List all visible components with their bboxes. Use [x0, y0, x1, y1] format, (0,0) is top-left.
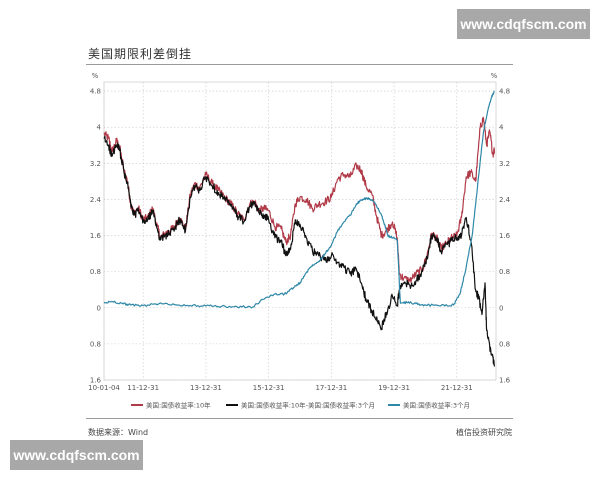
- left-tick-label: 3.2: [90, 160, 101, 168]
- watermark-bottom: www.cdqfscm.com: [10, 440, 143, 470]
- organization-note: 植信投资研究院: [456, 428, 512, 437]
- x-axis-ticks: 10-01-04 11-12-31 13-12-31 15-12-31 17-12-31…: [88, 384, 473, 392]
- series-lines: [103, 90, 495, 367]
- x-tick-label: 15-12-31: [253, 384, 285, 392]
- legend-label: 美国:国债收益率:3个月: [403, 401, 470, 410]
- left-tick-label: 4: [97, 124, 102, 132]
- right-axis-ticks: 4.8 4 3.2 2.4 1.6 0.8 0 0.8 1.6: [499, 88, 511, 385]
- right-tick-label: 1.6: [499, 232, 511, 240]
- watermark-top: www.cdqfscm.com: [457, 9, 590, 39]
- left-axis-ticks: 4.8 4 3.2 2.4 1.6 0.8 0 0.8 1.6: [90, 88, 102, 385]
- plot-area: [103, 81, 497, 381]
- x-tick-label: 19-12-31: [378, 384, 410, 392]
- right-tick-label: 3.2: [499, 160, 510, 168]
- x-tick-label: 17-12-31: [315, 384, 347, 392]
- footer-rule: [86, 418, 513, 419]
- right-tick-label: 0.8: [499, 340, 510, 348]
- right-tick-label: 1.6: [499, 377, 511, 385]
- series-line: [103, 135, 495, 367]
- x-tick-label: 21-12-31: [441, 384, 473, 392]
- series-line: [103, 90, 495, 309]
- legend: 美国:国债收益率:10年 美国:国债收益率:10年-美国:国债收益率:3个月 美国:…: [131, 401, 470, 410]
- x-tick-label: 11-12-31: [127, 384, 159, 392]
- x-tick-label: 10-01-04: [88, 384, 120, 392]
- right-tick-label: 4.8: [499, 88, 510, 96]
- right-tick-label: 2.4: [499, 196, 511, 204]
- chart-title: 美国期限利差倒挂: [88, 47, 193, 61]
- left-tick-label: 1.6: [90, 377, 102, 385]
- right-tick-label: 4: [499, 124, 504, 132]
- series-line: [103, 116, 495, 284]
- left-tick-label: 1.6: [90, 232, 102, 240]
- legend-label: 美国:国债收益率:10年-美国:国债收益率:3个月: [241, 401, 375, 410]
- right-tick-label: 0.8: [499, 268, 510, 276]
- left-tick-label: 2.4: [90, 196, 102, 204]
- left-tick-label: 0.8: [90, 268, 101, 276]
- left-tick-label: 4.8: [90, 88, 101, 96]
- right-unit-label: %: [491, 72, 498, 80]
- x-tick-label: 13-12-31: [190, 384, 222, 392]
- left-tick-label: 0.8: [90, 340, 101, 348]
- left-tick-label: 0: [97, 304, 101, 312]
- title-rule: [86, 64, 513, 65]
- legend-label: 美国:国债收益率:10年: [146, 401, 211, 410]
- source-note: 数据来源：Wind: [88, 428, 149, 437]
- right-tick-label: 0: [499, 304, 503, 312]
- left-unit-label: %: [92, 72, 99, 80]
